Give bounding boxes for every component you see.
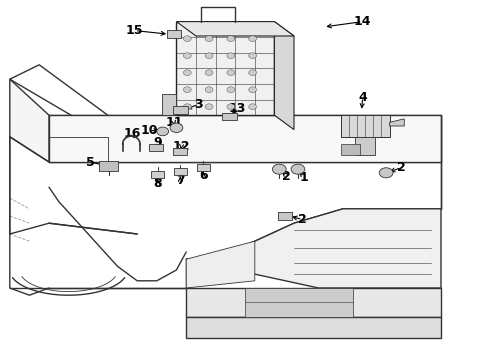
Circle shape (157, 127, 169, 136)
Text: 11: 11 (165, 116, 183, 129)
Text: 12: 12 (172, 140, 190, 153)
Polygon shape (167, 30, 181, 38)
Circle shape (227, 87, 235, 93)
Circle shape (183, 36, 191, 41)
Text: 3: 3 (194, 98, 203, 111)
Polygon shape (278, 212, 292, 220)
Text: 10: 10 (141, 124, 158, 137)
Polygon shape (222, 112, 237, 120)
Circle shape (205, 87, 213, 93)
Polygon shape (390, 119, 404, 126)
Circle shape (205, 53, 213, 59)
Polygon shape (245, 288, 353, 317)
Circle shape (183, 87, 191, 93)
Polygon shape (341, 144, 360, 155)
Circle shape (205, 36, 213, 41)
Polygon shape (99, 161, 118, 171)
Polygon shape (274, 22, 294, 130)
Text: 8: 8 (153, 177, 162, 190)
Text: 6: 6 (199, 169, 208, 182)
Circle shape (249, 104, 257, 109)
Circle shape (183, 53, 191, 59)
Text: 2: 2 (397, 161, 406, 174)
Text: 14: 14 (354, 15, 371, 28)
Text: 1: 1 (299, 171, 308, 184)
Circle shape (227, 53, 235, 59)
Text: 13: 13 (229, 102, 246, 114)
Polygon shape (151, 171, 164, 178)
Circle shape (379, 168, 393, 178)
Text: 4: 4 (358, 91, 367, 104)
Polygon shape (176, 22, 294, 36)
Text: 5: 5 (86, 156, 95, 168)
Circle shape (227, 104, 235, 109)
Polygon shape (341, 115, 390, 137)
Text: 16: 16 (123, 127, 141, 140)
Circle shape (183, 104, 191, 109)
Text: 15: 15 (126, 24, 144, 37)
Circle shape (249, 87, 257, 93)
Polygon shape (162, 94, 176, 115)
Circle shape (205, 70, 213, 76)
Polygon shape (197, 164, 210, 171)
Circle shape (249, 53, 257, 59)
Circle shape (272, 164, 286, 174)
Circle shape (170, 123, 183, 132)
Circle shape (227, 70, 235, 76)
Text: 2: 2 (282, 170, 291, 183)
Circle shape (183, 70, 191, 76)
Polygon shape (49, 115, 441, 162)
Polygon shape (186, 241, 255, 288)
Polygon shape (186, 317, 441, 338)
Polygon shape (10, 79, 49, 162)
Polygon shape (176, 22, 274, 115)
Circle shape (205, 104, 213, 109)
Polygon shape (149, 144, 163, 151)
Circle shape (249, 70, 257, 76)
Text: 7: 7 (176, 174, 185, 186)
Circle shape (291, 164, 305, 174)
Circle shape (249, 36, 257, 41)
Circle shape (227, 36, 235, 41)
Polygon shape (355, 137, 375, 155)
Polygon shape (174, 168, 187, 175)
Text: 9: 9 (153, 136, 162, 149)
Polygon shape (173, 106, 188, 114)
Text: 2: 2 (298, 213, 307, 226)
Polygon shape (173, 148, 187, 156)
Polygon shape (186, 288, 441, 317)
Polygon shape (186, 209, 441, 288)
